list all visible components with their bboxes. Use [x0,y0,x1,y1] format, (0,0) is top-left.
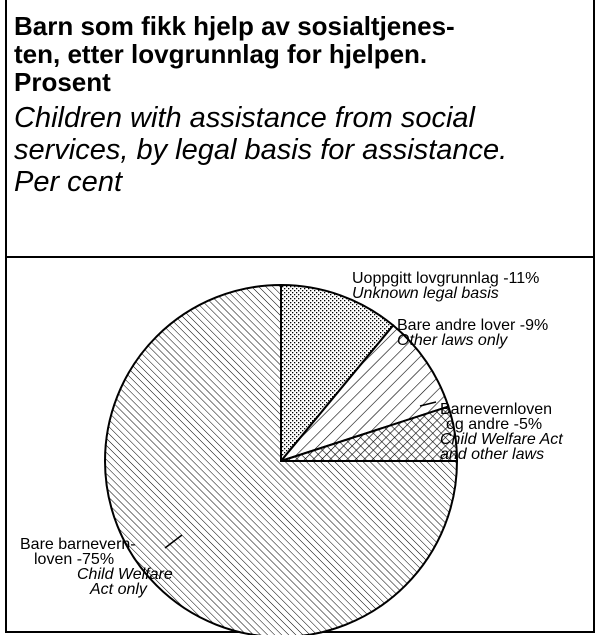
label-child-welfare-and-other: Barnevernloven og andre -5% Child Welfar… [440,402,563,462]
label-child-welfare-only: Bare barnevern- loven -75% Child Welfare… [20,537,173,597]
label-other-laws-only: Bare andre lover -9% Other laws only [397,318,548,348]
label-unknown-legal-basis: Uoppgitt lovgrunnlag -11% Unknown legal … [352,271,539,301]
